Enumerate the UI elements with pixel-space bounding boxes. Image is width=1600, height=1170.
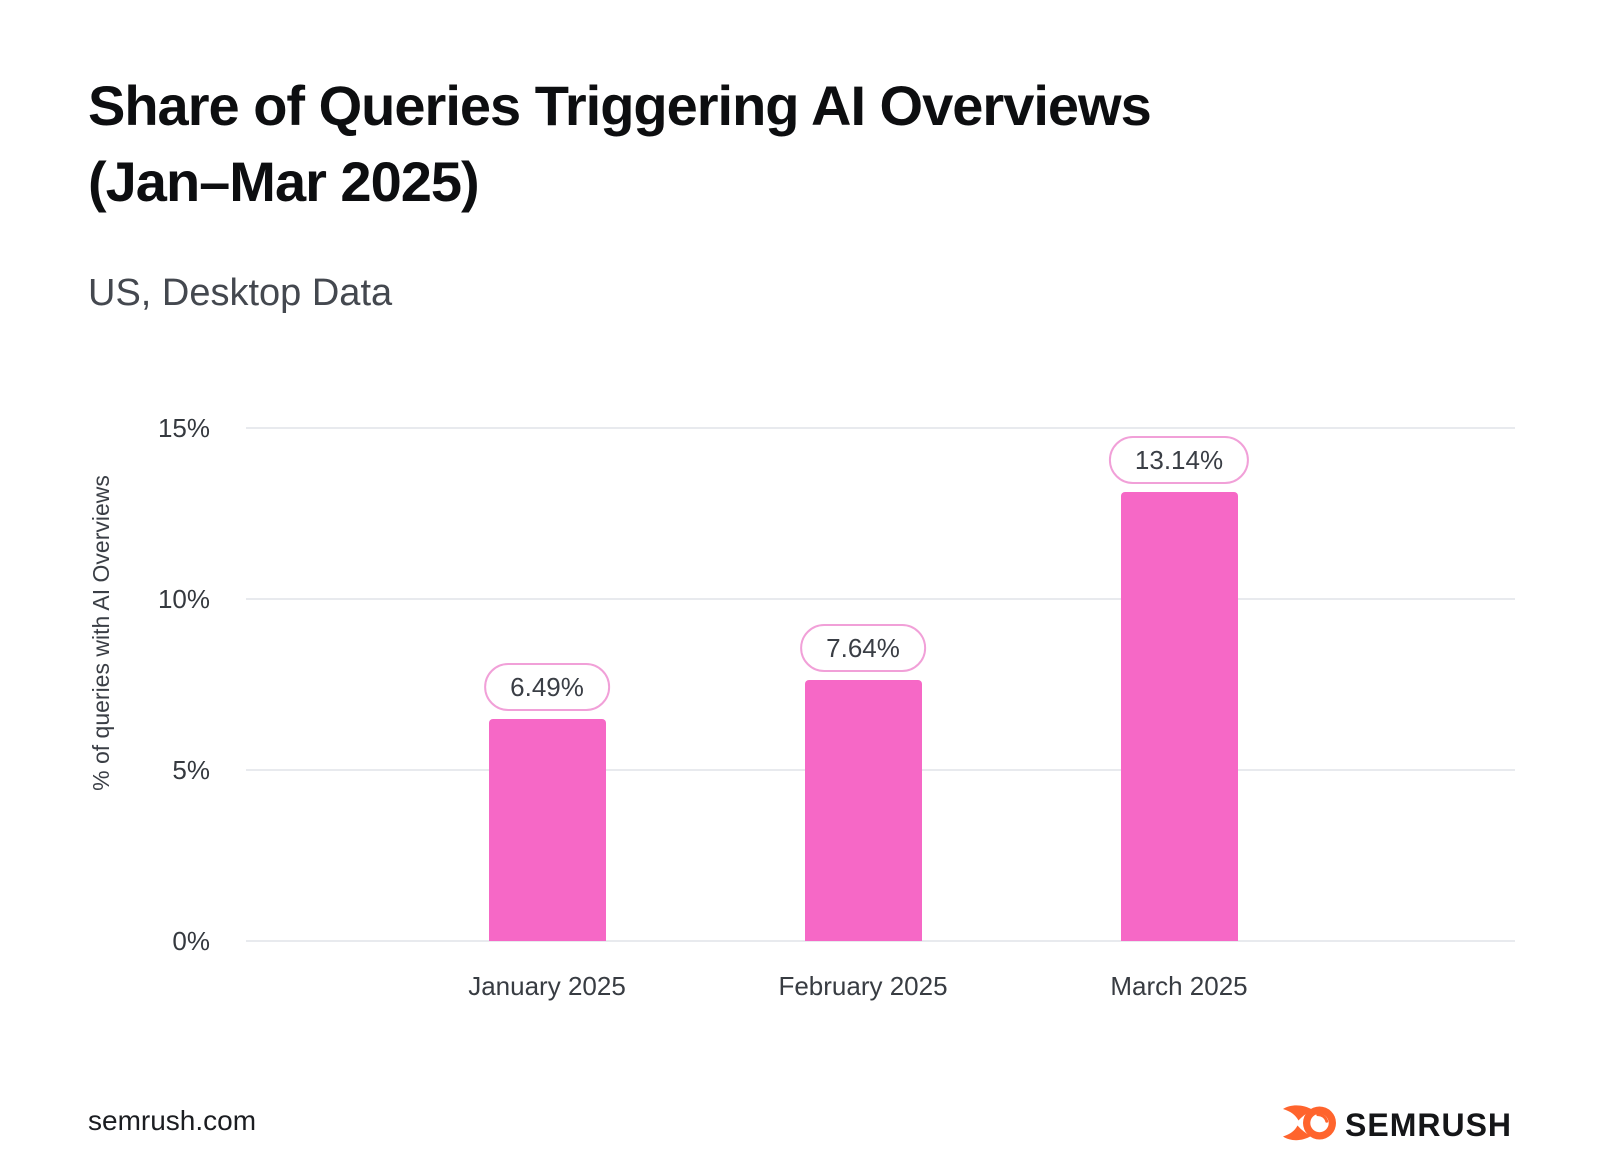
semrush-flame-icon — [1283, 1105, 1336, 1141]
y-tick-label: 10% — [157, 584, 210, 614]
y-tick-label: 15% — [157, 413, 210, 443]
source-url: semrush.com — [88, 1105, 257, 1136]
value-pill: 7.64% — [800, 623, 926, 672]
x-axis-label: March 2025 — [1110, 971, 1248, 1001]
semrush-logo: SEMRUSH — [1282, 1102, 1514, 1146]
semrush-logo-text: SEMRUSH — [1345, 1107, 1513, 1143]
gridline-15% — [246, 427, 1515, 429]
y-tick-label: 5% — [172, 755, 210, 785]
title-line-1: Share of Queries Triggering AI Overviews — [88, 74, 1152, 137]
page-title: Share of Queries Triggering AI Overviews… — [88, 68, 1152, 220]
bar-March 2025 — [1120, 491, 1238, 941]
gridline-0% — [246, 940, 1515, 942]
x-axis-label: February 2025 — [778, 971, 948, 1001]
value-pill: 13.14% — [1108, 435, 1250, 484]
bar-February 2025 — [804, 679, 922, 941]
gridline-10% — [246, 598, 1515, 600]
title-line-2: (Jan–Mar 2025) — [88, 150, 480, 213]
bar-January 2025 — [488, 719, 606, 941]
subtitle: US, Desktop Data — [88, 272, 393, 314]
y-tick-label: 0% — [172, 926, 210, 956]
value-pill: 6.49% — [484, 663, 610, 712]
x-axis-label: January 2025 — [468, 971, 626, 1001]
